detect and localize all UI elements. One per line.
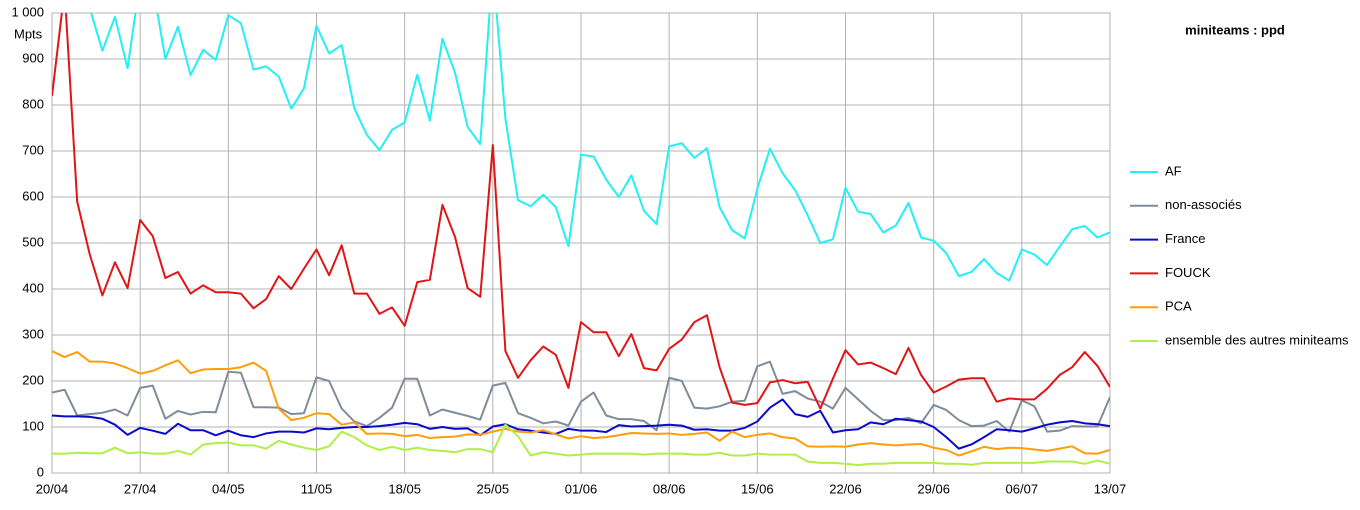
y-tick-label: 100: [22, 418, 44, 433]
series-line: [90, 13, 1110, 282]
x-tick-label: 15/06: [741, 481, 774, 496]
x-tick-label: 22/06: [829, 481, 862, 496]
legend-label: ensemble des autres miniteams: [1165, 332, 1349, 347]
y-tick-label: 1 000: [11, 4, 44, 19]
legend-label: France: [1165, 231, 1205, 246]
x-tick-label: 29/06: [917, 481, 950, 496]
plot-border: [51, 12, 1111, 474]
legend-label: FOUCK: [1165, 265, 1211, 280]
legend-label: AF: [1165, 163, 1182, 178]
x-tick-label: 18/05: [388, 481, 421, 496]
x-tick-label: 27/04: [124, 481, 157, 496]
chart-title: miniteams : ppd: [1185, 22, 1285, 37]
y-tick-label: 300: [22, 326, 44, 341]
x-tick-label: 04/05: [212, 481, 245, 496]
y-tick-label: 200: [22, 372, 44, 387]
y-tick-label: 400: [22, 280, 44, 295]
y-axis-label: Mpts: [14, 26, 43, 41]
legend-label: PCA: [1165, 299, 1192, 314]
series-line: [52, 350, 1110, 457]
series-line: [52, 360, 1110, 433]
series-line: [52, 398, 1110, 450]
x-tick-label: 25/05: [477, 481, 510, 496]
series-line: [52, 423, 1110, 467]
plot-area: [52, 13, 1110, 467]
y-tick-label: 800: [22, 96, 44, 111]
x-tick-label: 13/07: [1094, 481, 1127, 496]
x-tick-label: 20/04: [36, 481, 69, 496]
y-tick-label: 500: [22, 234, 44, 249]
y-tick-label: 0: [37, 464, 44, 479]
series-line: [52, 13, 1110, 410]
x-tick-label: 06/07: [1006, 481, 1039, 496]
legend-label: non-associés: [1165, 197, 1242, 212]
x-tick-label: 08/06: [653, 481, 686, 496]
x-tick-label: 11/05: [301, 481, 333, 496]
y-tick-label: 700: [22, 142, 44, 157]
y-tick-label: 600: [22, 188, 44, 203]
x-tick-label: 01/06: [565, 481, 598, 496]
y-tick-label: 900: [22, 50, 44, 65]
